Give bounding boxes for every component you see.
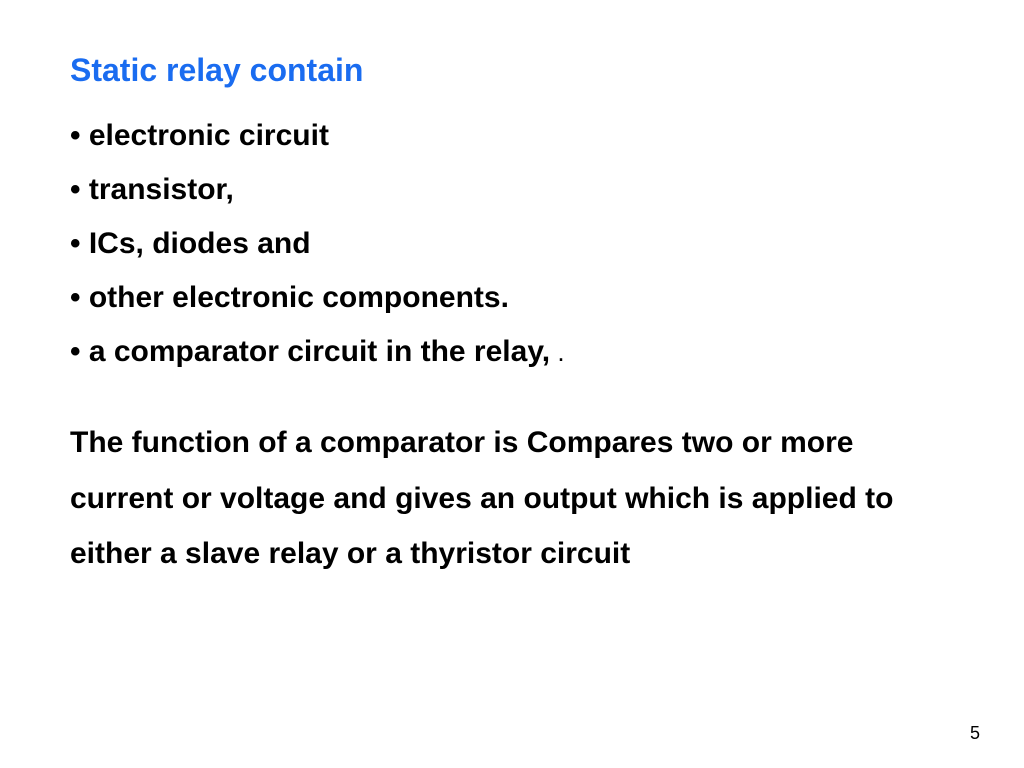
- bullet-trailing: .: [550, 337, 564, 367]
- bullet-item: transistor,: [70, 163, 954, 217]
- bullet-item: electronic circuit: [70, 109, 954, 163]
- bullet-text: electronic circuit: [89, 119, 329, 152]
- page-number: 5: [970, 723, 980, 744]
- bullet-list: electronic circuit transistor, ICs, diod…: [70, 109, 954, 379]
- slide-container: Static relay contain electronic circuit …: [0, 0, 1024, 768]
- body-paragraph: The function of a comparator is Compares…: [70, 415, 950, 582]
- bullet-item: other electronic components.: [70, 271, 954, 325]
- bullet-item: a comparator circuit in the relay, .: [70, 325, 954, 379]
- bullet-text: other electronic components.: [89, 281, 509, 314]
- bullet-item: ICs, diodes and: [70, 217, 954, 271]
- bullet-text: transistor,: [89, 173, 234, 206]
- bullet-text: a comparator circuit in the relay,: [89, 335, 550, 368]
- slide-title: Static relay contain: [70, 52, 954, 89]
- bullet-text: ICs, diodes and: [89, 227, 311, 260]
